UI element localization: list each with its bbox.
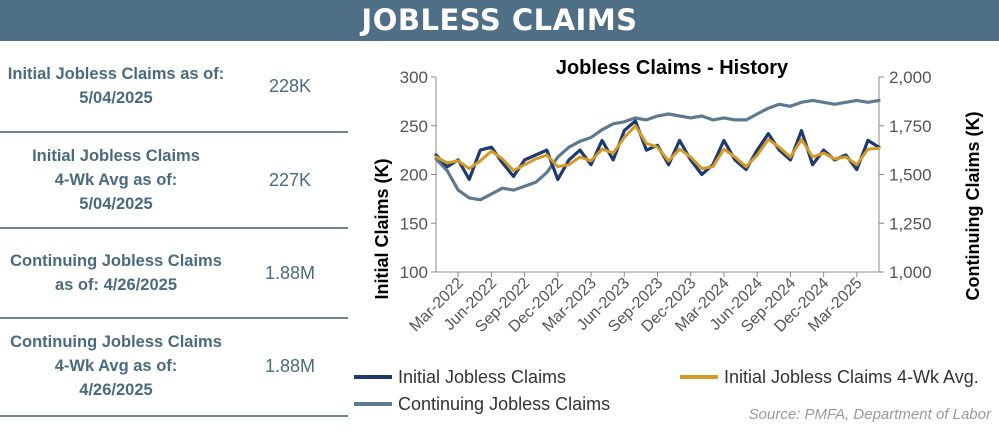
stat-label-line: 5/04/2025 bbox=[79, 89, 153, 107]
stat-label-line: 4/26/2025 bbox=[79, 381, 153, 399]
divider bbox=[0, 415, 348, 417]
stat-value: 227K bbox=[268, 169, 312, 190]
stat-label-line: Continuing Jobless Claims bbox=[10, 252, 222, 270]
legend-label-initial-4wk: Initial Jobless Claims 4-Wk Avg. bbox=[724, 367, 979, 387]
y2-tick-label: 1,000 bbox=[889, 263, 932, 282]
legend-label-initial: Initial Jobless Claims bbox=[398, 367, 566, 387]
stat-label-line: 5/04/2025 bbox=[79, 195, 153, 213]
stat-label: Continuing Jobless Claims 4-Wk Avg as of… bbox=[0, 330, 232, 402]
divider bbox=[0, 227, 348, 229]
stats-panel: Initial Jobless Claims as of: 5/04/2025 … bbox=[0, 41, 348, 433]
stat-label: Continuing Jobless Claims as of: 4/26/20… bbox=[0, 249, 232, 297]
x-axis-ticks: Mar-2022Jun-2022Sep-2022Dec-2022Mar-2023… bbox=[407, 272, 866, 336]
series-continuing-claims bbox=[434, 98, 881, 202]
stat-label-line: 4-Wk Avg as of: bbox=[54, 357, 178, 375]
series-layer bbox=[434, 98, 881, 202]
y-axis-right-label: Continuing Claims (K) bbox=[963, 112, 983, 301]
y2-tick-label: 2,000 bbox=[889, 68, 932, 87]
y-axis-left-ticks: 100 150 200 250 300 bbox=[400, 68, 436, 282]
y-tick-label: 300 bbox=[400, 68, 428, 87]
legend-label-continuing: Continuing Jobless Claims bbox=[398, 394, 610, 414]
y-tick-label: 250 bbox=[400, 117, 428, 136]
stat-label-line: Initial Jobless Claims as of: bbox=[7, 65, 225, 83]
chart-title: Jobless Claims - History bbox=[556, 57, 789, 79]
y2-tick-label: 1,500 bbox=[889, 166, 932, 185]
source-note: Source: PMFA, Department of Labor bbox=[749, 406, 992, 423]
y-tick-label: 150 bbox=[400, 214, 428, 233]
y2-tick-label: 1,250 bbox=[889, 214, 932, 233]
y-tick-label: 100 bbox=[400, 263, 428, 282]
stat-label: Initial Jobless Claims as of: 5/04/2025 bbox=[0, 62, 232, 110]
banner-title: JOBLESS CLAIMS bbox=[0, 0, 999, 41]
y2-tick-label: 1,750 bbox=[889, 117, 932, 136]
stat-initial-claims-4wk: Initial Jobless Claims 4-Wk Avg as of: 5… bbox=[0, 133, 348, 227]
y-tick-label: 200 bbox=[400, 166, 428, 185]
y-axis-left-label: Initial Claims (K) bbox=[372, 158, 392, 299]
series-initial-claims bbox=[434, 119, 881, 181]
stat-continuing-claims-4wk: Continuing Jobless Claims 4-Wk Avg as of… bbox=[0, 319, 348, 413]
legend: Initial Jobless Claims Initial Jobless C… bbox=[354, 367, 979, 414]
stat-value: 228K bbox=[268, 75, 312, 96]
stat-value: 1.88M bbox=[264, 262, 316, 283]
stat-label-line: as of: 4/26/2025 bbox=[55, 276, 177, 294]
stat-label-line: Initial Jobless Claims bbox=[32, 147, 200, 165]
y-axis-right-ticks: 1,000 1,250 1,500 1,750 2,000 bbox=[879, 68, 932, 282]
stat-continuing-claims: Continuing Jobless Claims as of: 4/26/20… bbox=[0, 229, 348, 317]
divider bbox=[0, 131, 348, 133]
stat-label-line: 4-Wk Avg as of: bbox=[54, 171, 178, 189]
stat-initial-claims: Initial Jobless Claims as of: 5/04/2025 … bbox=[0, 41, 348, 131]
stat-value: 1.88M bbox=[264, 355, 316, 376]
axes bbox=[435, 77, 880, 273]
jobless-claims-chart: Jobless Claims - History 100 150 200 250 300… bbox=[354, 57, 992, 423]
stat-label: Initial Jobless Claims 4-Wk Avg as of: 5… bbox=[0, 144, 232, 216]
stat-label-line: Continuing Jobless Claims bbox=[10, 333, 222, 351]
series-initial-4wk-avg bbox=[434, 124, 881, 173]
divider bbox=[0, 317, 348, 319]
